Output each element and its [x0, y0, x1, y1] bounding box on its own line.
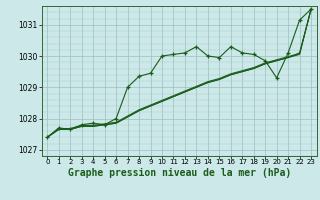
X-axis label: Graphe pression niveau de la mer (hPa): Graphe pression niveau de la mer (hPa): [68, 168, 291, 178]
